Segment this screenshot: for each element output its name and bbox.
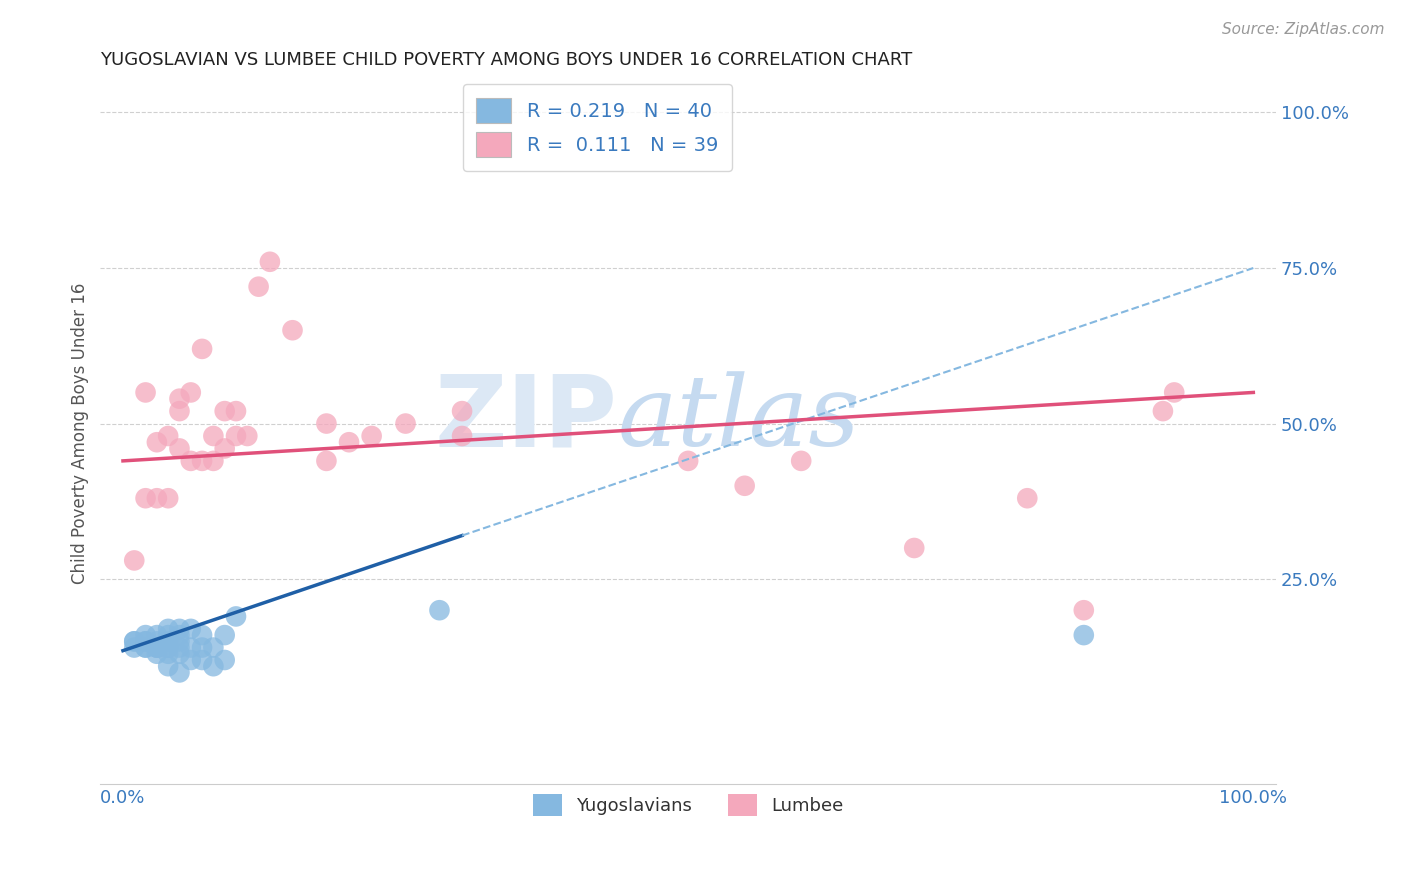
Point [337, 435, 360, 450]
Point [146, 640, 169, 655]
Point [135, 640, 157, 655]
Point [157, 659, 180, 673]
Point [191, 454, 214, 468]
Point [191, 628, 214, 642]
Point [146, 640, 169, 655]
Point [180, 385, 202, 400]
Text: Source: ZipAtlas.com: Source: ZipAtlas.com [1222, 22, 1385, 37]
Point [157, 640, 180, 655]
Point [169, 404, 191, 418]
Point [451, 404, 474, 418]
Legend: Yugoslavians, Lumbee: Yugoslavians, Lumbee [523, 785, 852, 824]
Point [315, 417, 337, 431]
Point [146, 634, 169, 648]
Point [360, 429, 382, 443]
Text: atlas: atlas [617, 371, 860, 467]
Point [247, 279, 270, 293]
Point [157, 634, 180, 648]
Point [135, 634, 157, 648]
Point [214, 653, 236, 667]
Point [191, 640, 214, 655]
Point [225, 429, 247, 443]
Point [202, 640, 225, 655]
Point [135, 628, 157, 642]
Point [281, 323, 304, 337]
Point [146, 435, 169, 450]
Point [202, 454, 225, 468]
Point [146, 628, 169, 642]
Point [146, 647, 169, 661]
Point [734, 479, 756, 493]
Point [676, 454, 699, 468]
Point [169, 640, 191, 655]
Point [157, 647, 180, 661]
Point [191, 653, 214, 667]
Point [169, 647, 191, 661]
Point [180, 622, 202, 636]
Point [1073, 628, 1095, 642]
Point [225, 404, 247, 418]
Point [180, 454, 202, 468]
Point [790, 454, 813, 468]
Point [169, 442, 191, 456]
Point [157, 640, 180, 655]
Point [315, 454, 337, 468]
Point [146, 491, 169, 506]
Text: YUGOSLAVIAN VS LUMBEE CHILD POVERTY AMONG BOYS UNDER 16 CORRELATION CHART: YUGOSLAVIAN VS LUMBEE CHILD POVERTY AMON… [100, 51, 912, 69]
Point [122, 553, 145, 567]
Point [169, 392, 191, 406]
Point [135, 634, 157, 648]
Point [122, 640, 145, 655]
Point [1152, 404, 1174, 418]
Point [122, 634, 145, 648]
Point [214, 442, 236, 456]
Point [214, 404, 236, 418]
Point [157, 622, 180, 636]
Point [180, 653, 202, 667]
Point [191, 342, 214, 356]
Point [429, 603, 451, 617]
Point [236, 429, 259, 443]
Point [1163, 385, 1185, 400]
Y-axis label: Child Poverty Among Boys Under 16: Child Poverty Among Boys Under 16 [72, 282, 89, 583]
Point [259, 254, 281, 268]
Point [1073, 603, 1095, 617]
Point [1017, 491, 1039, 506]
Point [180, 640, 202, 655]
Point [169, 628, 191, 642]
Point [903, 541, 925, 555]
Point [146, 640, 169, 655]
Point [157, 491, 180, 506]
Text: ZIP: ZIP [434, 370, 617, 467]
Point [202, 659, 225, 673]
Point [135, 385, 157, 400]
Point [169, 665, 191, 680]
Point [169, 634, 191, 648]
Point [122, 634, 145, 648]
Point [169, 622, 191, 636]
Point [157, 628, 180, 642]
Point [135, 491, 157, 506]
Point [451, 429, 474, 443]
Point [225, 609, 247, 624]
Point [157, 429, 180, 443]
Point [214, 628, 236, 642]
Point [135, 640, 157, 655]
Point [394, 417, 416, 431]
Point [202, 429, 225, 443]
